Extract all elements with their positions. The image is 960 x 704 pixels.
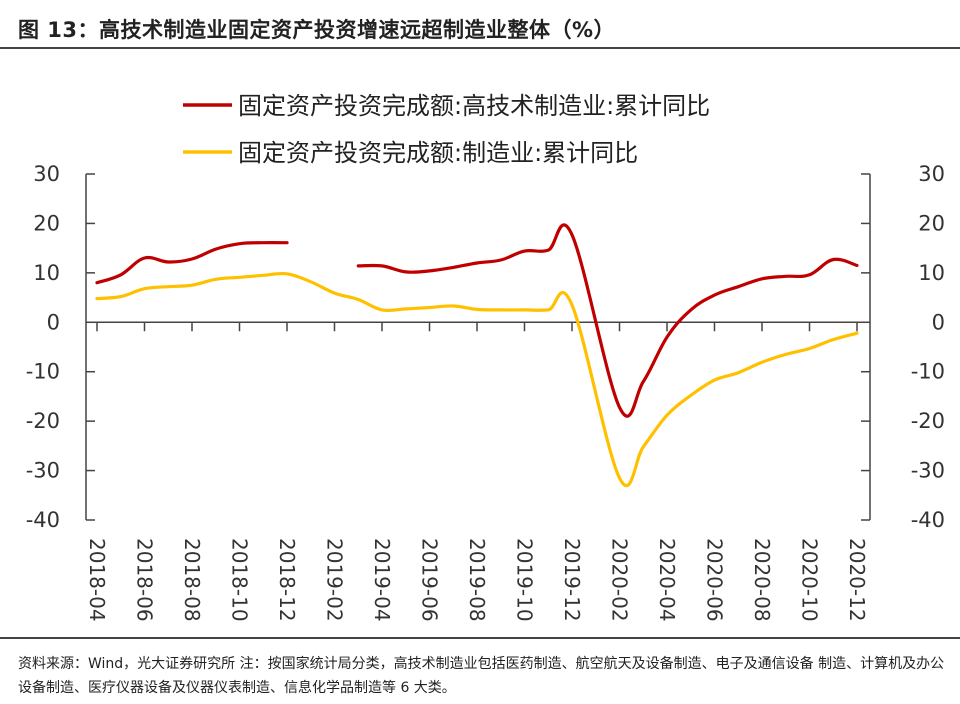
y-tick-label-left: 0 [47,310,60,334]
y-tick-label-right: 30 [918,162,945,186]
y-tick-label-left: 30 [33,162,60,186]
x-tick-label: 2019-04 [370,538,394,622]
series-line-high-tech [95,241,289,285]
x-tick-label: 2019-06 [418,538,442,622]
x-tick-label: 2018-04 [85,538,109,622]
y-tick-label-right: 10 [918,261,945,285]
series-line-high-tech [356,223,859,418]
series-lines [95,223,859,488]
x-tick-label: 2019-08 [465,538,489,622]
y-tick-label-right: -20 [911,409,945,433]
title-divider [0,47,960,49]
y-tick-label-left: -20 [26,409,60,433]
y-tick-label-right: -40 [911,508,945,532]
series-line-manufacturing [95,271,859,488]
x-tick-label: 2020-06 [703,538,727,622]
x-tick-label: 2020-08 [750,538,774,622]
x-tick-label: 2020-12 [845,538,869,622]
x-tick-label: 2020-04 [655,538,679,622]
x-tick-label: 2018-08 [180,538,204,622]
legend-label: 固定资产投资完成额:高技术制造业:累计同比 [238,92,710,120]
source-note: 资料来源：Wind，光大证券研究所 注：按国家统计局分类，高技术制造业包括医药制… [18,656,945,696]
x-tick-label: 2019-12 [560,538,584,622]
x-tick-label: 2018-06 [133,538,157,622]
chart-title: 图 13：高技术制造业固定资产投资增速远超制造业整体（%） [18,18,616,42]
x-tick-label: 2018-12 [275,538,299,622]
y-tick-label-left: -10 [26,360,60,384]
x-tick-label: 2019-02 [323,538,347,622]
x-tick-label: 2020-10 [798,538,822,622]
y-tick-label-left: -40 [26,508,60,532]
y-tick-label-right: -30 [911,459,945,483]
y-tick-label-left: -30 [26,459,60,483]
x-tick-label: 2019-10 [513,538,537,622]
x-tick-label: 2018-10 [228,538,252,622]
footer-divider [0,637,960,639]
y-tick-label-left: 20 [33,211,60,235]
y-tick-label-right: -10 [911,360,945,384]
y-tick-label-right: 0 [932,310,945,334]
y-tick-label-right: 20 [918,211,945,235]
x-tick-label: 2020-02 [608,538,632,622]
legend-label: 固定资产投资完成额:制造业:累计同比 [238,139,638,167]
axes: 30 30 20 20 10 10 0 0 -10 -10 -20 -20 -30 -30 -40 -40 20… [26,162,945,622]
y-tick-label-left: 10 [33,261,60,285]
